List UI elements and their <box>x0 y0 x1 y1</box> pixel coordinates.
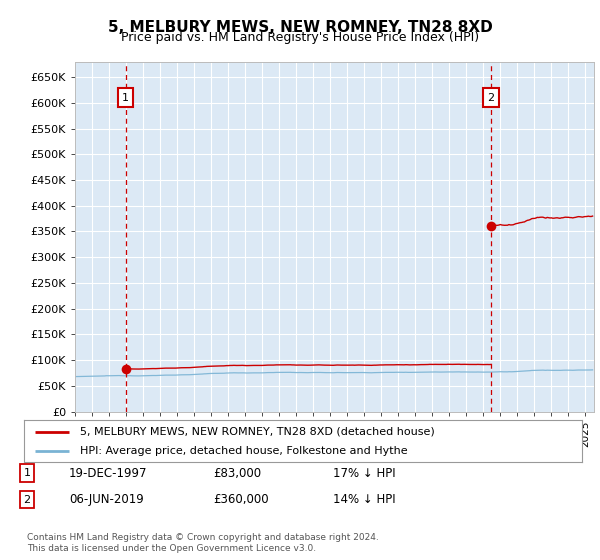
Text: £360,000: £360,000 <box>213 493 269 506</box>
Text: Contains HM Land Registry data © Crown copyright and database right 2024.
This d: Contains HM Land Registry data © Crown c… <box>27 533 379 553</box>
Text: 1: 1 <box>122 92 129 102</box>
Text: 2: 2 <box>487 92 494 102</box>
Text: 14% ↓ HPI: 14% ↓ HPI <box>333 493 395 506</box>
Text: 1: 1 <box>23 468 31 478</box>
Text: 2: 2 <box>23 494 31 505</box>
Text: 5, MELBURY MEWS, NEW ROMNEY, TN28 8XD (detached house): 5, MELBURY MEWS, NEW ROMNEY, TN28 8XD (d… <box>80 427 434 437</box>
Text: 19-DEC-1997: 19-DEC-1997 <box>69 466 148 480</box>
Text: £83,000: £83,000 <box>213 466 261 480</box>
Text: 5, MELBURY MEWS, NEW ROMNEY, TN28 8XD: 5, MELBURY MEWS, NEW ROMNEY, TN28 8XD <box>107 20 493 35</box>
Text: HPI: Average price, detached house, Folkestone and Hythe: HPI: Average price, detached house, Folk… <box>80 446 407 456</box>
Text: 06-JUN-2019: 06-JUN-2019 <box>69 493 144 506</box>
Text: Price paid vs. HM Land Registry's House Price Index (HPI): Price paid vs. HM Land Registry's House … <box>121 31 479 44</box>
Text: 17% ↓ HPI: 17% ↓ HPI <box>333 466 395 480</box>
